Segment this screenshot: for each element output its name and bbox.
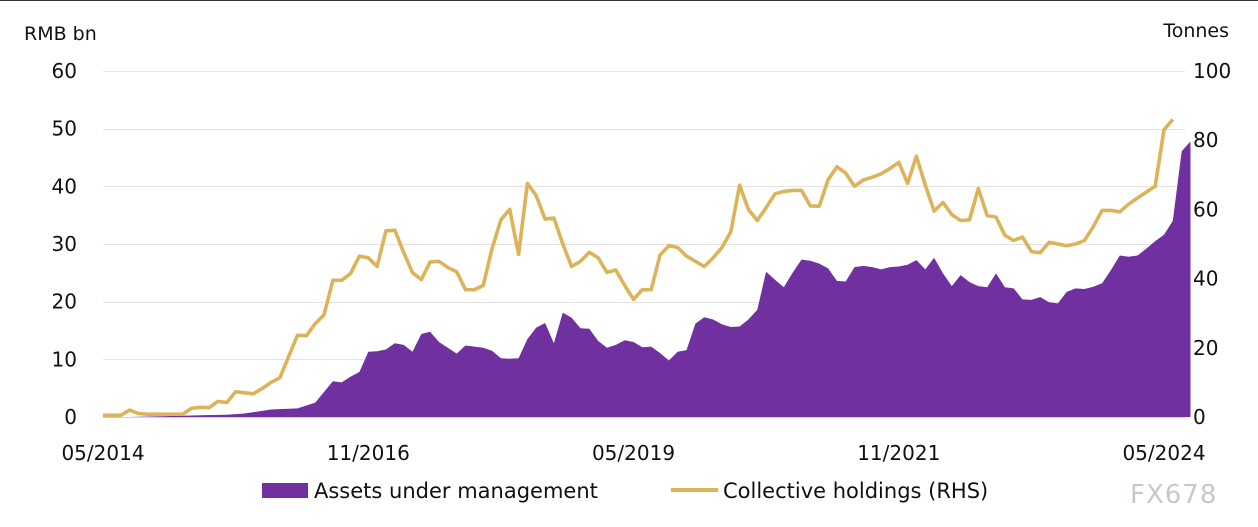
legend-label-holdings: Collective holdings (RHS): [723, 479, 988, 503]
legend-label-aum: Assets under management: [314, 479, 598, 503]
right-tick-label: 0: [1193, 405, 1206, 429]
x-tick-label: 11/2016: [327, 441, 410, 465]
left-axis-label: RMB bn: [24, 23, 97, 45]
x-axis-ticks: 05/2014 11/2016 05/2019 11/2021 05/2024: [61, 441, 1205, 465]
right-tick-label: 100: [1193, 59, 1231, 83]
left-axis-ticks: 0 10 20 30 40 50 60: [52, 59, 77, 429]
left-tick-label: 10: [52, 347, 77, 371]
legend-swatch-aum: [262, 483, 308, 498]
aum-area: [103, 141, 1191, 417]
right-tick-label: 20: [1193, 336, 1218, 360]
left-tick-label: 60: [52, 59, 77, 83]
left-tick-label: 0: [64, 405, 77, 429]
legend: Assets under management Collective holdi…: [262, 479, 988, 503]
left-tick-label: 40: [52, 174, 77, 198]
holdings-line: [103, 118, 1175, 418]
x-tick-label: 05/2019: [592, 441, 675, 465]
left-tick-label: 20: [52, 290, 77, 314]
right-axis-label: Tonnes: [1162, 20, 1229, 42]
watermark: FX678: [1130, 480, 1217, 510]
right-tick-label: 40: [1193, 267, 1218, 291]
right-tick-label: 80: [1193, 128, 1218, 152]
x-tick-label: 11/2021: [857, 441, 940, 465]
left-tick-label: 50: [52, 117, 77, 141]
left-tick-label: 30: [52, 232, 77, 256]
right-axis-ticks: 0 20 40 60 80 100: [1193, 59, 1231, 429]
x-tick-label: 05/2014: [61, 441, 144, 465]
right-tick-label: 60: [1193, 197, 1218, 221]
x-tick-label: 05/2024: [1122, 441, 1205, 465]
